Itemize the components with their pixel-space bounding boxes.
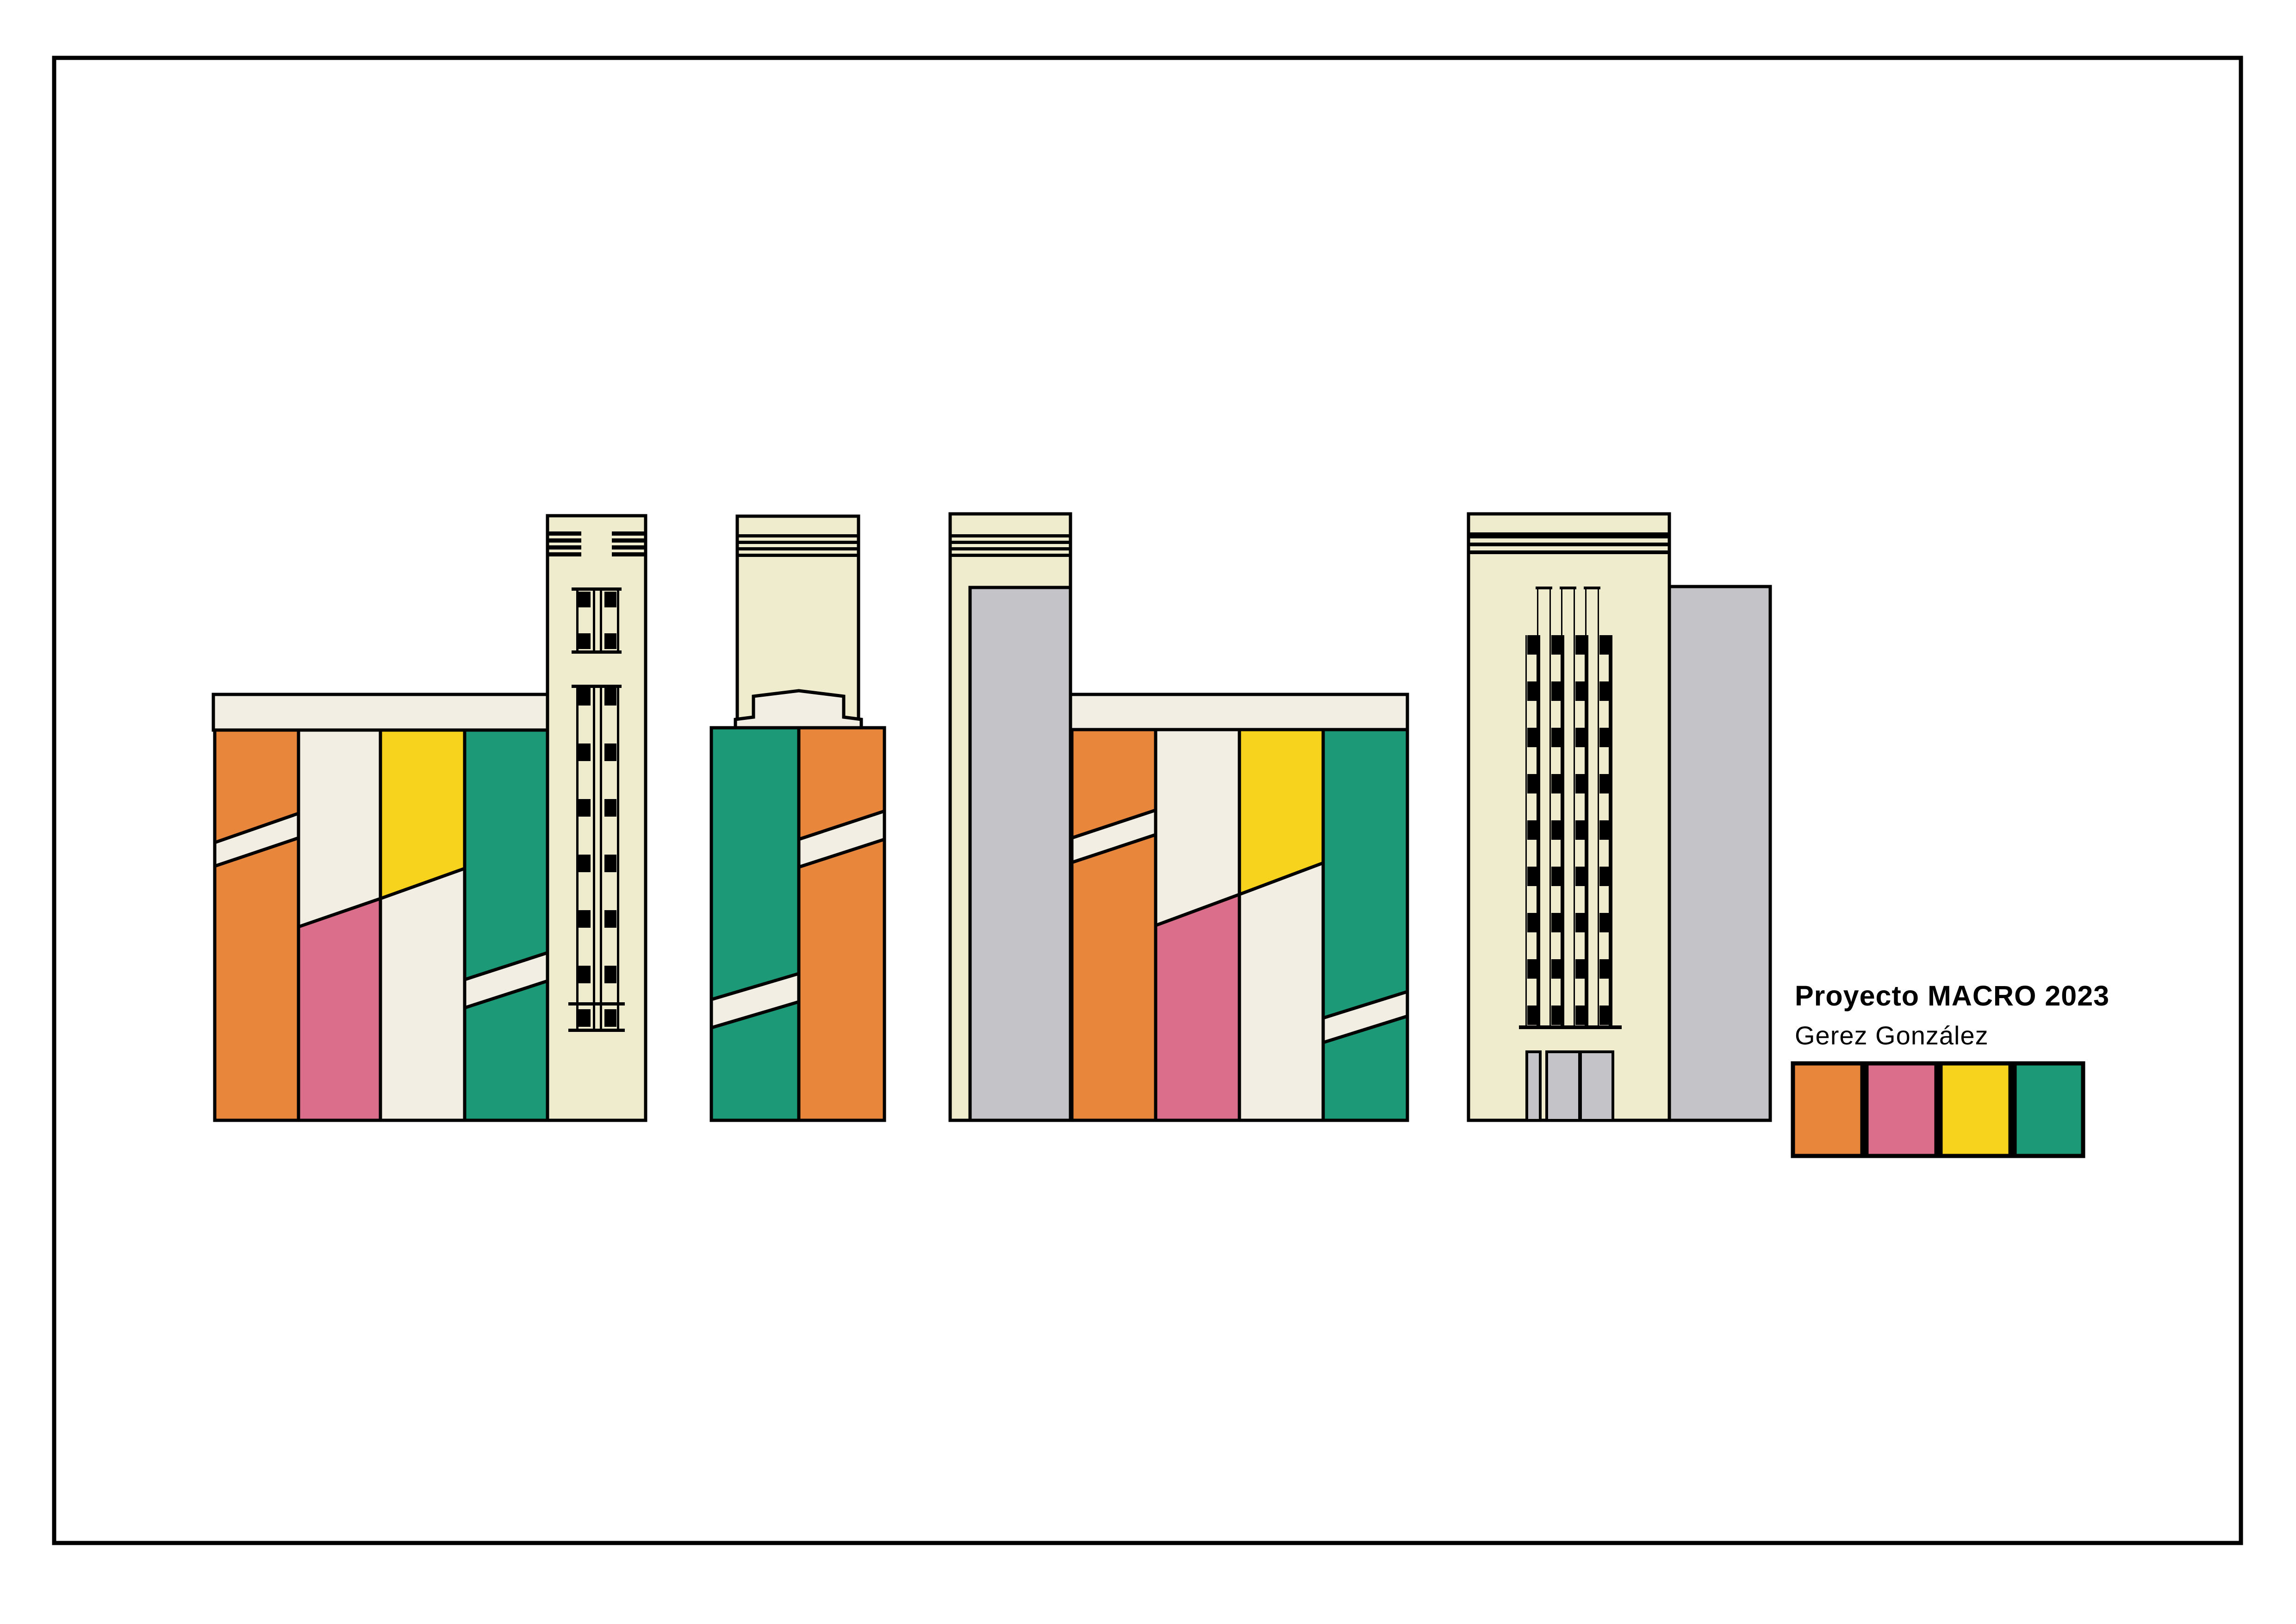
vent-line xyxy=(1468,550,1669,554)
building-3-parapet-band xyxy=(1069,693,1409,731)
vent-bar xyxy=(548,545,581,550)
building-1-stripe-orange xyxy=(213,728,300,1122)
palette-swatch-yellow xyxy=(1938,1061,2013,1158)
finial-line xyxy=(1598,587,1599,637)
finial-cap xyxy=(1584,587,1600,589)
vent-bar xyxy=(548,552,581,556)
door xyxy=(1579,1050,1614,1122)
window-column xyxy=(1574,635,1588,1025)
building-4-doors xyxy=(1525,1050,1614,1122)
window-rule xyxy=(572,587,622,591)
building-1-elevation xyxy=(212,514,647,1122)
palette-swatch-orange xyxy=(1791,1061,1865,1158)
building-2-orange-diagonal-band xyxy=(797,809,886,869)
building-1-tower-lower-windows xyxy=(568,685,625,1032)
vent-bar xyxy=(612,552,646,556)
window-rail xyxy=(576,587,579,654)
vent-bar xyxy=(548,531,581,536)
window-rail xyxy=(593,587,595,654)
building-1-tower xyxy=(546,514,647,1122)
building-4-tower-body xyxy=(1467,512,1671,1122)
window-rule xyxy=(572,685,622,688)
finial-line xyxy=(1585,587,1587,637)
building-3-stripe-green xyxy=(1321,728,1409,1122)
building-1-pink-wedge xyxy=(297,896,382,1122)
window-column xyxy=(1598,635,1612,1025)
artwork-title: Proyecto MACRO 2023 xyxy=(1795,980,2109,1012)
vent-line xyxy=(1468,532,1669,538)
building-4-window-grid xyxy=(1519,635,1622,1029)
window-rule xyxy=(568,1029,625,1032)
palette-swatch-pink xyxy=(1864,1061,1939,1158)
finial-cap xyxy=(1560,587,1576,589)
finial-line xyxy=(1561,587,1562,637)
window-rail xyxy=(600,685,602,1032)
finial-cap xyxy=(1536,587,1552,589)
window-rail xyxy=(600,587,602,654)
building-2-orange-half xyxy=(797,726,886,1122)
vent-line xyxy=(1468,543,1669,546)
vent-line xyxy=(737,547,859,550)
building-1-tower-body xyxy=(546,514,647,1122)
building-4-finial-lines xyxy=(1536,587,1600,637)
building-4-elevation xyxy=(1467,512,1772,1122)
vent-line xyxy=(950,541,1070,544)
door xyxy=(1525,1050,1542,1122)
building-2-green-half xyxy=(709,726,801,1122)
vent-line xyxy=(737,554,859,557)
building-2-pedestal xyxy=(734,689,863,730)
building-1-tower-upper-windows xyxy=(572,587,622,654)
palette-swatch-green xyxy=(2012,1061,2085,1158)
window-rule xyxy=(572,650,622,654)
building-3-green-diagonal-band xyxy=(1321,989,1409,1045)
window-rail xyxy=(593,685,595,1032)
vent-bar xyxy=(612,538,646,543)
finial-line xyxy=(1549,587,1551,637)
window-pane xyxy=(604,633,616,649)
building-4-gray-slab xyxy=(1668,585,1772,1122)
window-rail xyxy=(576,685,579,1032)
building-3-gray-panel xyxy=(968,586,1072,1122)
finial-line xyxy=(1537,587,1538,637)
window-pane xyxy=(579,592,591,607)
window-rail xyxy=(617,587,619,654)
vent-line xyxy=(950,547,1070,550)
building-3-elevation xyxy=(948,512,1409,1122)
vent-line xyxy=(737,534,859,537)
vent-line xyxy=(950,554,1070,557)
building-1-cream-wedge xyxy=(379,866,467,1122)
finial-line xyxy=(1574,587,1575,637)
vent-line xyxy=(950,534,1070,537)
building-1-parapet-band xyxy=(212,693,549,732)
window-base-rule xyxy=(1519,1025,1622,1029)
legend: Proyecto MACRO 2023 Gerez González xyxy=(1791,980,2109,1158)
window-pane xyxy=(604,592,616,607)
building-3-pink-wedge xyxy=(1154,892,1241,1122)
building-1-stripe-green xyxy=(463,728,549,1122)
window-column xyxy=(1549,635,1564,1025)
building-2-elevation xyxy=(709,514,886,1122)
vent-bar xyxy=(548,538,581,543)
window-rail xyxy=(617,685,619,1032)
door xyxy=(1545,1050,1581,1122)
building-3-stripe-orange xyxy=(1070,728,1157,1122)
window-pane xyxy=(579,633,591,649)
window-rule xyxy=(568,1002,625,1006)
building-3-cream-wedge xyxy=(1238,860,1325,1122)
vent-bar xyxy=(612,531,646,536)
artwork-author: Gerez González xyxy=(1795,1021,1989,1050)
vent-line xyxy=(737,541,859,544)
window-column xyxy=(1525,635,1540,1025)
vent-bar xyxy=(612,545,646,550)
